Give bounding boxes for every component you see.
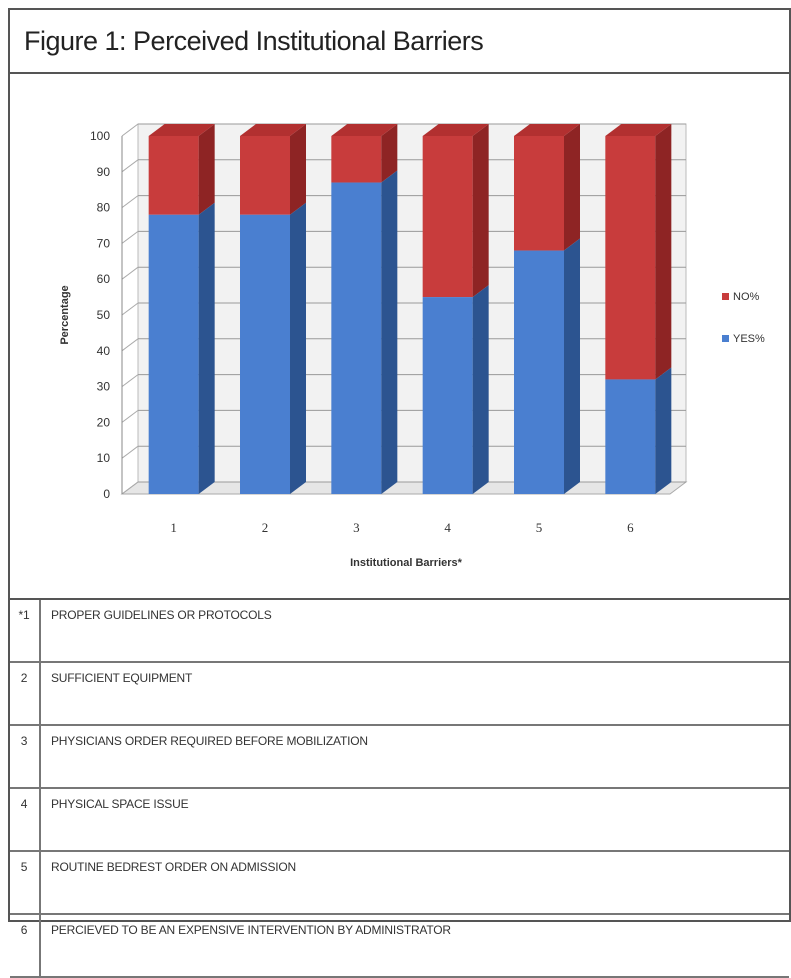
gridline-side <box>121 481 139 495</box>
table-row: 6 PERCIEVED TO BE AN EXPENSIVE INTERVENTI… <box>10 914 789 978</box>
bar-side-yes <box>472 285 489 494</box>
bar-side-no <box>290 124 306 215</box>
bar-side-yes <box>198 202 215 494</box>
bar-side-no <box>198 124 215 215</box>
y-axis-label: Percentage <box>59 285 71 344</box>
legend-label: NO% <box>733 291 760 303</box>
x-axis-label: Institutional Barriers* <box>350 557 463 569</box>
bar-segment-yes <box>514 250 564 494</box>
bar-side-yes <box>564 238 580 494</box>
bar-segment-yes <box>240 214 290 494</box>
barrier-number: *1 <box>10 600 41 663</box>
table-row: 5 ROUTINE BEDREST ORDER ON ADMISSION <box>10 851 789 915</box>
barrier-number: 3 <box>10 725 41 789</box>
gridline-side <box>121 123 139 137</box>
bar-side-yes <box>655 367 672 494</box>
gridline-side <box>121 159 139 173</box>
table-row: 4 PHYSICAL SPACE ISSUE <box>10 788 789 852</box>
barrier-description: PERCIEVED TO BE AN EXPENSIVE INTERVENTIO… <box>40 914 789 978</box>
gridline-side <box>121 266 139 280</box>
bar-side-no <box>564 124 580 251</box>
barrier-number: 4 <box>10 788 41 852</box>
y-tick-label: 90 <box>97 165 111 179</box>
bar-side-yes <box>290 202 306 494</box>
x-tick-label: 2 <box>262 520 269 535</box>
y-tick-label: 70 <box>97 236 111 250</box>
bar-segment-no <box>422 136 473 298</box>
y-tick-label: 50 <box>97 308 111 322</box>
gridline-side <box>121 409 139 423</box>
y-tick-label: 100 <box>90 129 110 143</box>
bar-top <box>422 124 489 136</box>
bar-segment-no <box>148 136 199 215</box>
barrier-description: SUFFICIENT EQUIPMENT <box>40 662 789 726</box>
barrier-description: ROUTINE BEDREST ORDER ON ADMISSION <box>40 851 789 915</box>
x-tick-label: 3 <box>353 520 360 535</box>
y-tick-label: 20 <box>97 415 111 429</box>
y-tick-label: 30 <box>97 380 111 394</box>
y-tick-label: 40 <box>97 344 111 358</box>
legend-swatch <box>722 293 729 300</box>
barrier-description: PROPER GUIDELINES OR PROTOCOLS <box>40 600 789 663</box>
bar-segment-yes <box>422 297 473 494</box>
bar-top <box>605 124 672 136</box>
table-row: 3 PHYSICIANS ORDER REQUIRED BEFORE MOBILI… <box>10 725 789 789</box>
legend-label: YES% <box>733 333 765 345</box>
bar-segment-yes <box>148 214 199 494</box>
barrier-key-table: *1 PROPER GUIDELINES OR PROTOCOLS 2 SUFFICI… <box>10 600 789 978</box>
figure: Figure 1: Perceived Institutional Barrie… <box>8 8 791 978</box>
bar-segment-no <box>240 136 290 215</box>
gridline-side <box>121 445 139 459</box>
stacked-bar-chart: 0 10 20 30 40 50 60 70 80 90 100 Percentage 1 2 3 4 5 6 In… <box>59 123 765 569</box>
x-tick-label: 5 <box>536 520 543 535</box>
x-tick-label: 1 <box>170 520 177 535</box>
bar-top <box>514 124 580 136</box>
x-tick-label: 4 <box>444 520 451 535</box>
barrier-number: 6 <box>10 914 41 978</box>
gridline-side <box>121 195 139 209</box>
y-tick-label: 80 <box>97 201 111 215</box>
chart-area: 0 10 20 30 40 50 60 70 80 90 100 Percentage 1 2 3 4 5 6 In… <box>10 74 789 600</box>
figure-title-bar: Figure 1: Perceived Institutional Barrie… <box>10 10 789 74</box>
bar-side-no <box>381 124 398 183</box>
legend-swatch <box>722 335 729 342</box>
bar-side-no <box>472 124 489 298</box>
bar-segment-no <box>605 136 656 380</box>
y-tick-label: 60 <box>97 272 111 286</box>
barrier-number: 2 <box>10 662 41 726</box>
barrier-number: 5 <box>10 851 41 915</box>
y-tick-label: 0 <box>103 487 110 501</box>
table-row: 2 SUFFICIENT EQUIPMENT <box>10 662 789 726</box>
gridline-side <box>121 374 139 388</box>
gridline-side <box>121 338 139 352</box>
bar-top <box>148 124 215 136</box>
bar-segment-no <box>514 136 564 251</box>
table-row: *1 PROPER GUIDELINES OR PROTOCOLS <box>10 600 789 663</box>
barrier-description: PHYSICAL SPACE ISSUE <box>40 788 789 852</box>
bar-segment-yes <box>331 182 382 494</box>
gridline-side <box>121 230 139 244</box>
bar-top <box>331 124 398 136</box>
gridline-side <box>121 302 139 316</box>
bar-side-no <box>655 124 672 380</box>
bar-side-yes <box>381 170 398 494</box>
bar-top <box>240 124 306 136</box>
figure-title: Figure 1: Perceived Institutional Barrie… <box>24 26 484 56</box>
x-tick-label: 6 <box>627 520 634 535</box>
bar-segment-no <box>331 136 382 183</box>
barrier-description: PHYSICIANS ORDER REQUIRED BEFORE MOBILIZ… <box>40 725 789 789</box>
bar-segment-yes <box>605 379 656 494</box>
y-tick-label: 10 <box>97 451 111 465</box>
